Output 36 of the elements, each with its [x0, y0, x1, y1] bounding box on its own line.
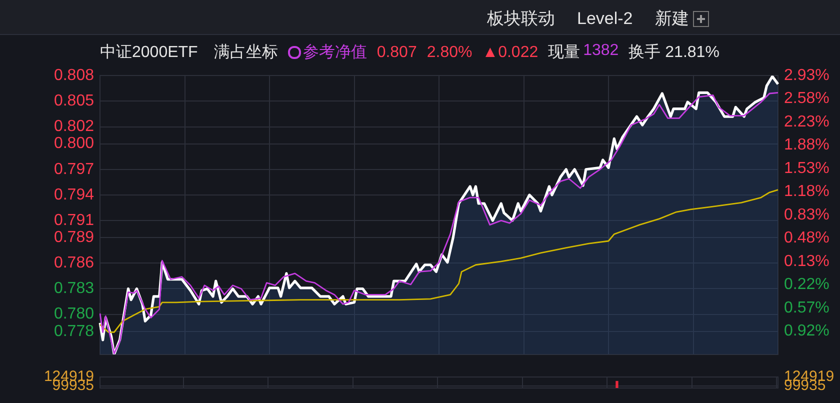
text: 换手 21.81% — [628, 42, 720, 63]
y-tick-label: 0.802 — [54, 118, 94, 136]
y-tick-label: 0.778 — [54, 322, 94, 340]
y-tick-label: 0.783 — [54, 280, 94, 298]
text: 满占坐标 — [214, 42, 278, 63]
legend-label: 参考净值 — [302, 42, 367, 63]
text: 新建 — [654, 8, 689, 30]
y2-tick-label: 2.58% — [784, 90, 830, 108]
y2-tick-label: 0.48% — [784, 230, 830, 247]
y2-tick-label: 0.92% — [784, 322, 830, 340]
y-tick-label: 0.800 — [54, 135, 94, 152]
text: 0.807 — [376, 44, 417, 62]
text: Level-2 — [577, 8, 633, 28]
y-tick-label: 0.794 — [54, 186, 94, 204]
y-tick-label: 0.808 — [54, 67, 94, 84]
y-tick-label: 0.789 — [54, 229, 94, 246]
y2-tick-label: 1.18% — [784, 183, 830, 200]
text: ▲0.022 — [482, 44, 538, 62]
y2-tick-label: 1.88% — [784, 136, 830, 154]
chart-title: 中证2000ETF — [100, 42, 198, 63]
text: 2.80% — [426, 44, 472, 62]
y2-tick-label: 1.53% — [784, 160, 830, 177]
y2-tick-label: 0.57% — [784, 299, 830, 316]
text: 1382 — [583, 42, 619, 61]
text: 现量 — [548, 43, 580, 63]
y-tick-label: 0.780 — [54, 306, 94, 323]
text: 板块联动 — [487, 8, 555, 30]
y2-tick-label: 0.22% — [784, 276, 830, 294]
y-tick-label: 0.797 — [54, 160, 94, 178]
y2-tick-label: 2.93% — [784, 67, 830, 84]
y2-tick-label: 0.83% — [784, 206, 830, 224]
y-tick-label: 0.791 — [54, 212, 94, 229]
y-tick-label: 0.786 — [54, 254, 94, 272]
y2-tick-label: 0.13% — [784, 252, 830, 270]
y-tick-label: 0.805 — [54, 92, 94, 110]
y2-tick-label: 2.23% — [784, 113, 830, 130]
